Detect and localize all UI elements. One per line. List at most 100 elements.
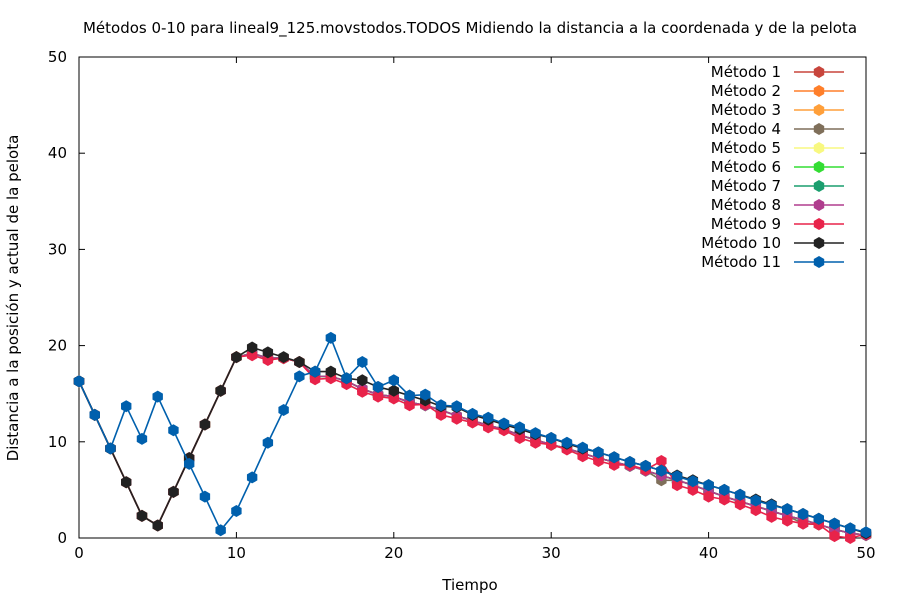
data-point xyxy=(435,408,447,421)
data-point xyxy=(294,355,305,368)
data-point xyxy=(451,412,462,425)
data-point xyxy=(514,421,525,434)
data-point xyxy=(782,503,793,516)
legend-label: Método 5 xyxy=(711,139,781,157)
chart-title: Métodos 0-10 para lineal9_125.movstodos.… xyxy=(83,19,857,38)
data-point xyxy=(498,417,510,430)
legend-item: Método 11 xyxy=(701,253,844,271)
data-point xyxy=(483,411,494,424)
data-point xyxy=(435,399,447,412)
data-point xyxy=(483,421,494,434)
legend-item: Método 1 xyxy=(711,63,844,81)
data-point xyxy=(797,517,809,530)
data-point xyxy=(199,490,211,503)
legend-swatch-marker xyxy=(813,180,825,192)
data-point xyxy=(357,374,368,387)
legend-label: Método 7 xyxy=(711,177,781,195)
y-tick-label: 0 xyxy=(57,529,67,547)
legend-item: Método 9 xyxy=(711,215,844,233)
data-point xyxy=(246,349,258,362)
data-point xyxy=(136,432,148,445)
data-point xyxy=(372,380,384,393)
y-tick-label: 40 xyxy=(48,144,67,162)
series-line xyxy=(78,346,867,534)
data-point xyxy=(719,493,730,506)
legend-swatch-marker xyxy=(813,218,825,230)
data-point xyxy=(845,522,856,535)
y-tick-label: 50 xyxy=(48,48,67,66)
data-point xyxy=(719,483,730,496)
data-point xyxy=(262,346,274,359)
data-point xyxy=(577,441,588,454)
data-point xyxy=(278,351,289,364)
data-point xyxy=(231,505,242,518)
x-axis: 0 10 20 30 40 50 xyxy=(74,57,876,562)
data-point xyxy=(608,451,620,464)
y-tick-label: 20 xyxy=(48,337,67,355)
data-point xyxy=(278,404,289,417)
data-point xyxy=(750,494,762,507)
legend-swatch-marker xyxy=(813,142,825,154)
data-point xyxy=(168,485,179,498)
y-tick-label: 10 xyxy=(48,433,67,451)
data-point xyxy=(215,524,226,537)
data-point xyxy=(152,519,163,532)
x-tick-label: 30 xyxy=(542,544,561,562)
legend-item: Método 10 xyxy=(701,234,844,252)
data-point xyxy=(73,375,85,388)
data-point xyxy=(309,365,321,378)
data-point xyxy=(89,408,100,421)
data-point xyxy=(813,512,824,525)
legend-label: Método 10 xyxy=(701,234,781,252)
x-tick-label: 50 xyxy=(856,544,875,562)
legend-label: Método 4 xyxy=(711,120,781,138)
data-point xyxy=(624,456,636,468)
data-point xyxy=(309,373,321,386)
x-tick-label: 10 xyxy=(227,544,246,562)
data-point xyxy=(530,427,541,440)
data-point xyxy=(388,384,399,397)
data-point xyxy=(357,385,368,398)
y-axis-label: Distancia a la posición y actual de la p… xyxy=(4,135,22,462)
legend-swatch-marker xyxy=(813,237,825,249)
legend-swatch-marker xyxy=(813,85,825,97)
series-line xyxy=(78,354,867,539)
data-point xyxy=(687,483,699,496)
legend-swatch-marker xyxy=(813,66,825,78)
data-point xyxy=(388,392,399,405)
legend-label: Método 11 xyxy=(701,253,781,271)
data-point xyxy=(577,450,588,463)
data-point xyxy=(734,498,746,511)
data-point xyxy=(246,471,258,484)
data-point xyxy=(121,400,132,413)
legend-label: Método 1 xyxy=(711,63,781,81)
x-axis-label: Tiempo xyxy=(441,576,497,594)
series-9 xyxy=(73,349,872,544)
data-point xyxy=(183,457,195,470)
data-point xyxy=(467,407,478,420)
data-point xyxy=(105,442,116,455)
data-point xyxy=(766,510,777,523)
data-point xyxy=(703,490,714,503)
data-point xyxy=(388,374,399,387)
data-point xyxy=(860,526,872,539)
data-point xyxy=(766,499,777,512)
y-tick-label: 30 xyxy=(48,240,67,258)
legend-item: Método 7 xyxy=(711,177,844,195)
legend-item: Método 5 xyxy=(711,139,844,157)
data-point xyxy=(845,532,856,544)
x-tick-label: 40 xyxy=(699,544,718,562)
data-point xyxy=(671,470,683,483)
series-11 xyxy=(73,331,872,539)
data-point xyxy=(168,424,179,437)
data-point xyxy=(231,351,242,364)
data-point xyxy=(593,446,604,459)
plot-frame xyxy=(78,56,867,539)
data-point xyxy=(671,479,683,492)
data-point xyxy=(608,458,620,471)
legend-item: Método 2 xyxy=(711,82,844,100)
data-point xyxy=(420,388,431,401)
data-point xyxy=(640,459,651,472)
